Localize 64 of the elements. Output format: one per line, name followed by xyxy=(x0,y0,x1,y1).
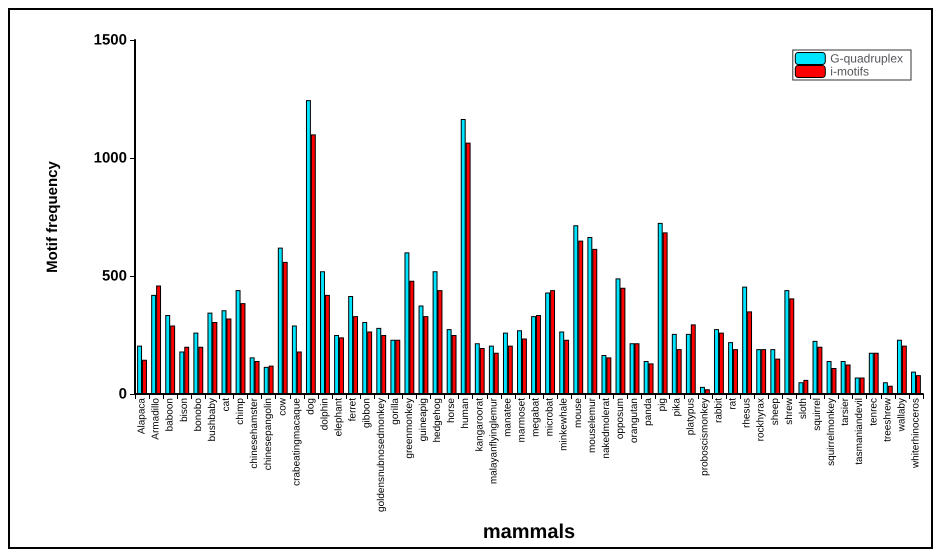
x-tick-label: goldensnubnosedmonkey xyxy=(376,398,387,512)
y-axis-title: Motif frequency xyxy=(44,160,61,273)
x-tick-label: horse xyxy=(446,398,458,424)
x-tick-label: human xyxy=(460,398,472,429)
x-tick-label: wallaby xyxy=(896,398,908,432)
x-tick-label: manatee xyxy=(502,398,514,437)
x-tick-label: treeshrew xyxy=(882,397,894,442)
x-tick-label: minkewhale xyxy=(558,398,570,451)
x-tick-label: marmoset xyxy=(516,398,528,442)
x-tick-label: ferret xyxy=(348,398,359,422)
x-tick-label: baboon xyxy=(164,398,176,432)
x-tick-label: proboscismonkey xyxy=(699,398,710,476)
x-tick-label: bonobo xyxy=(192,398,204,432)
x-tick-label: guineapig xyxy=(418,398,429,442)
x-tick-label: rhesus xyxy=(742,398,753,428)
x-tick-label: pika xyxy=(671,398,682,416)
x-tick-label: whiterhinoceros xyxy=(910,398,922,470)
x-tick-label: bushbaby xyxy=(206,398,218,442)
legend-label: i-motifs xyxy=(830,64,869,78)
x-tick-label: crabeatingmacaque xyxy=(291,398,302,486)
x-tick-label: dolphin xyxy=(319,398,330,430)
x-tick-label: Alapaca xyxy=(136,398,148,434)
x-tick-label: orangutan xyxy=(629,398,640,444)
x-tick-label: mouse xyxy=(572,398,584,428)
x-tick-label: kangaroorat xyxy=(474,398,486,452)
x-tick-label: Armadillo xyxy=(150,398,162,440)
x-tick-label: malayanflyinglemur xyxy=(488,397,500,484)
x-tick-label: platypus xyxy=(685,398,696,436)
x-tick-label: panda xyxy=(643,398,654,426)
x-tick-label: chinesehamster xyxy=(249,397,260,469)
x-tick-label: sloth xyxy=(798,398,809,420)
x-axis-title: mammals xyxy=(482,521,576,543)
x-tick-label: nakedmolerat xyxy=(600,398,612,459)
x-tick-label: tenrec xyxy=(868,398,880,426)
x-tick-label: rat xyxy=(728,398,739,410)
x-tick-label: hedgehog xyxy=(432,398,444,442)
x-tick-label: gibbon xyxy=(362,398,373,428)
x-tick-label: mouselemur xyxy=(586,397,598,454)
x-tick-label: rabbit xyxy=(713,398,724,424)
y-tick-label: 1000 xyxy=(94,150,127,166)
x-tick-label: pig xyxy=(657,398,668,412)
x-tick-label: squirrel xyxy=(812,398,823,431)
x-tick-label: squirrelmonkey xyxy=(826,398,838,466)
legend-label: G-quadruplex xyxy=(830,52,904,66)
x-tick-label: sheep xyxy=(770,398,781,426)
x-tick-label: bison xyxy=(178,398,190,422)
x-tick-label: elephant xyxy=(334,398,345,436)
x-tick-label: cat xyxy=(220,398,232,412)
y-tick-label: 0 xyxy=(118,386,127,402)
x-tick-label: cow xyxy=(277,397,288,416)
x-tick-label: chinesepangolin xyxy=(263,398,274,470)
y-tick-label: 500 xyxy=(102,268,127,284)
x-tick-label: microbat xyxy=(544,398,556,436)
x-tick-label: shrew xyxy=(784,397,795,425)
x-tick-label: gorilla xyxy=(390,398,401,425)
x-tick-label: opposum xyxy=(614,398,626,440)
x-tick-label: tasmaniandevil xyxy=(854,398,866,465)
x-tick-label: rockhyrax xyxy=(756,398,767,442)
x-tick-label: greenmonkey xyxy=(404,398,415,459)
x-tick-label: dog xyxy=(305,398,316,415)
y-tick-label: 1500 xyxy=(94,32,127,48)
x-tick-label: chimp xyxy=(235,398,246,425)
x-tick-label: megabat xyxy=(530,398,542,437)
x-tick-label: tarsier xyxy=(840,397,852,426)
